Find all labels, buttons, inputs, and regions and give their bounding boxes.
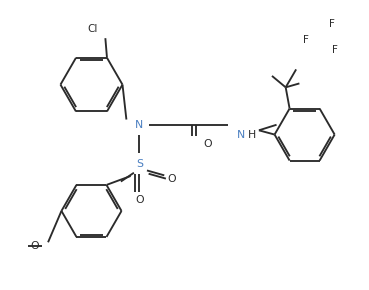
Text: O: O	[204, 139, 212, 149]
Text: F: F	[332, 45, 338, 55]
Text: Cl: Cl	[87, 24, 98, 34]
Text: F: F	[303, 35, 309, 45]
Text: S: S	[136, 159, 143, 169]
Text: H: H	[248, 130, 256, 139]
Text: F: F	[329, 19, 335, 29]
Text: N: N	[135, 120, 144, 130]
Text: N: N	[237, 130, 245, 139]
Text: O: O	[135, 195, 144, 205]
Text: O: O	[31, 240, 39, 251]
Text: O: O	[168, 174, 176, 184]
